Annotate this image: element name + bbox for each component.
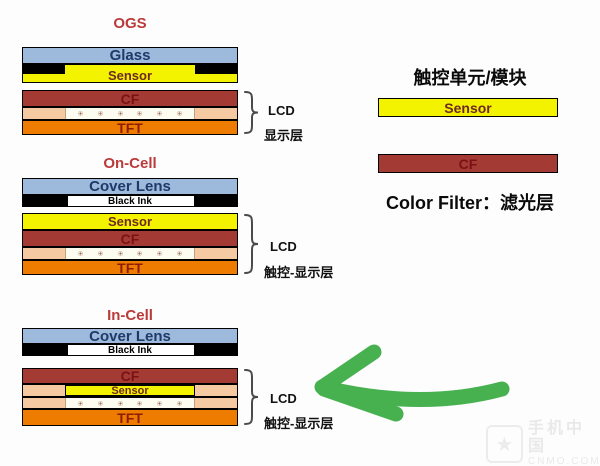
- on-cell-bracket: [244, 214, 259, 274]
- lc-dot: [176, 251, 182, 256]
- black-ink-block-right: [195, 65, 237, 74]
- liquid-crystal-window: [65, 108, 195, 119]
- in-cell-diagram: In-Cell Cover Lens Black Ink CF Sensor T…: [22, 307, 238, 426]
- legend-cf-label: CF: [458, 155, 478, 172]
- on-cell-liquid-crystal-layer: [22, 247, 238, 260]
- ogs-tft-layer: TFT: [22, 120, 238, 135]
- on-cell-cf-layer: CF: [22, 230, 238, 247]
- ogs-title: OGS: [113, 15, 147, 32]
- lc-dot: [117, 400, 123, 406]
- lc-dot: [117, 251, 123, 256]
- watermark-site: CNMO.COM: [527, 456, 600, 466]
- legend-color-filter-caption: Color Filter：滤光层: [385, 193, 554, 213]
- watermark: ★ 手机中国 CNMO.COM: [486, 420, 600, 466]
- cnmo-logo-icon: ★: [486, 425, 523, 463]
- in-cell-liquid-crystal-layer: [22, 397, 238, 409]
- in-cell-embedded-sensor: Sensor: [65, 385, 195, 396]
- lc-dot: [137, 111, 143, 116]
- lc-dot: [157, 111, 163, 116]
- on-cell-sensor-layer: Sensor: [22, 213, 238, 230]
- in-cell-black-ink-layer: Black Ink: [22, 344, 238, 356]
- in-cell-lcd-label: LCD: [270, 391, 297, 406]
- lc-dot: [157, 400, 163, 406]
- legend-title-touch-module: 触控单元/模块: [413, 68, 527, 88]
- watermark-name: 手机中国: [527, 420, 585, 455]
- legend-sensor-label: Sensor: [444, 99, 492, 116]
- lc-dot: [137, 251, 143, 256]
- ogs-sensor-label: Sensor: [107, 67, 153, 83]
- ogs-bracket: [244, 91, 259, 134]
- on-cell-touch-display-layer-label: 触控-显示层: [264, 265, 334, 280]
- black-ink-block-left: [23, 196, 68, 206]
- legend-cf-bar: CF: [378, 154, 558, 173]
- ogs-tft-label: TFT: [117, 120, 143, 135]
- lc-dot: [78, 111, 83, 116]
- on-cell-lcd-label: LCD: [270, 239, 297, 254]
- lc-dot: [97, 251, 103, 256]
- lc-dot: [78, 251, 83, 256]
- in-cell-cover-lens-label: Cover Lens: [89, 328, 171, 344]
- in-cell-cover-lens-layer: Cover Lens: [22, 328, 238, 344]
- lc-dot: [97, 111, 103, 116]
- on-cell-sensor-label: Sensor: [107, 214, 153, 229]
- in-cell-title: In-Cell: [107, 307, 153, 324]
- ogs-display-layer-label: 显示层: [264, 128, 304, 143]
- in-cell-black-ink-label: Black Ink: [108, 344, 152, 356]
- lc-dot: [137, 400, 143, 406]
- on-cell-black-ink-layer: Black Ink: [22, 195, 238, 207]
- ogs-diagram: OGS Glass Sensor CF TFT: [22, 15, 238, 135]
- in-cell-tft-label: TFT: [117, 409, 143, 426]
- on-cell-tft-label: TFT: [117, 260, 143, 275]
- black-ink-block-right: [194, 196, 237, 206]
- in-cell-sensor-layer: Sensor: [22, 384, 238, 397]
- ogs-sensor-layer: Sensor: [22, 64, 238, 83]
- ogs-liquid-crystal-layer: [22, 107, 238, 120]
- in-cell-cf-layer: CF: [22, 368, 238, 384]
- legend-sensor-bar: Sensor: [378, 98, 558, 117]
- in-cell-bracket: [244, 369, 259, 425]
- liquid-crystal-window: [65, 398, 195, 408]
- black-ink-block-left: [23, 345, 68, 355]
- on-cell-cover-lens-label: Cover Lens: [89, 178, 171, 195]
- ogs-cf-layer: CF: [22, 90, 238, 107]
- ogs-glass-label: Glass: [109, 47, 151, 64]
- black-ink-block-left: [23, 65, 65, 74]
- in-cell-cf-label: CF: [120, 368, 140, 384]
- on-cell-tft-layer: TFT: [22, 260, 238, 275]
- in-cell-tft-layer: TFT: [22, 409, 238, 426]
- ogs-lcd-label: LCD: [268, 103, 295, 118]
- on-cell-cf-label: CF: [120, 230, 140, 247]
- in-cell-touch-display-layer-label: 触控-显示层: [264, 416, 334, 431]
- liquid-crystal-window: [65, 248, 195, 259]
- lc-dot: [97, 400, 103, 406]
- black-ink-block-right: [194, 345, 237, 355]
- lc-dot: [117, 111, 123, 116]
- ogs-cf-label: CF: [120, 90, 140, 107]
- ogs-glass-layer: Glass: [22, 47, 238, 64]
- lc-dot: [157, 251, 163, 256]
- on-cell-cover-lens-layer: Cover Lens: [22, 178, 238, 195]
- on-cell-title: On-Cell: [103, 155, 157, 172]
- on-cell-diagram: On-Cell Cover Lens Black Ink Sensor CF T…: [22, 155, 238, 275]
- on-cell-black-ink-label: Black Ink: [108, 195, 152, 207]
- lc-dot: [176, 400, 182, 406]
- lc-dot: [176, 111, 182, 116]
- lc-dot: [78, 400, 83, 406]
